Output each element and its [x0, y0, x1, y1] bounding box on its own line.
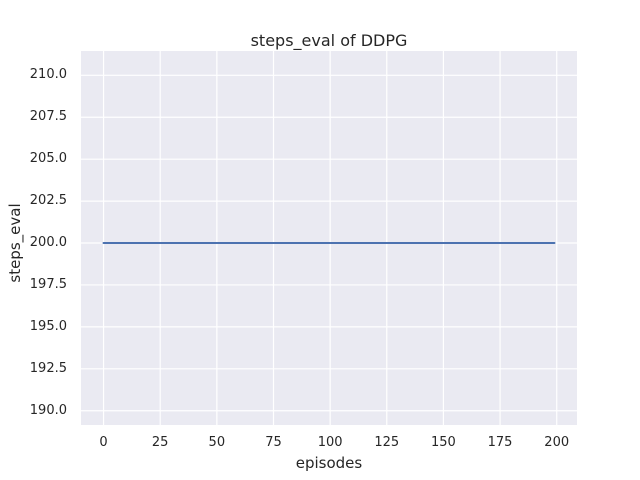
x-tick-label: 175	[487, 435, 513, 450]
line-chart-svg	[81, 51, 577, 425]
chart-title: steps_eval of DDPG	[250, 31, 408, 50]
y-tick-label: 200.0	[29, 235, 67, 251]
x-axis-label: episodes	[295, 454, 363, 472]
y-tick-label: 197.5	[29, 276, 67, 292]
y-tick-label: 207.5	[29, 109, 67, 125]
x-tick-label: 75	[265, 435, 282, 450]
y-tick-label: 210.0	[29, 67, 67, 83]
x-tick-label: 200	[544, 435, 570, 450]
x-tick-label: 100	[317, 435, 343, 450]
x-tick-label: 150	[431, 435, 456, 450]
y-tick-label: 202.5	[29, 193, 67, 209]
x-tick-label: 50	[208, 435, 226, 450]
x-tick-label: 125	[374, 435, 400, 450]
y-tick-label: 195.0	[29, 318, 67, 334]
plot-area	[81, 51, 577, 425]
x-tick-label: 0	[99, 435, 108, 450]
y-tick-label: 205.0	[29, 151, 67, 167]
x-tick-label: 25	[151, 435, 169, 450]
y-tick-label: 192.5	[29, 360, 67, 376]
y-tick-label: 190.0	[29, 402, 67, 418]
